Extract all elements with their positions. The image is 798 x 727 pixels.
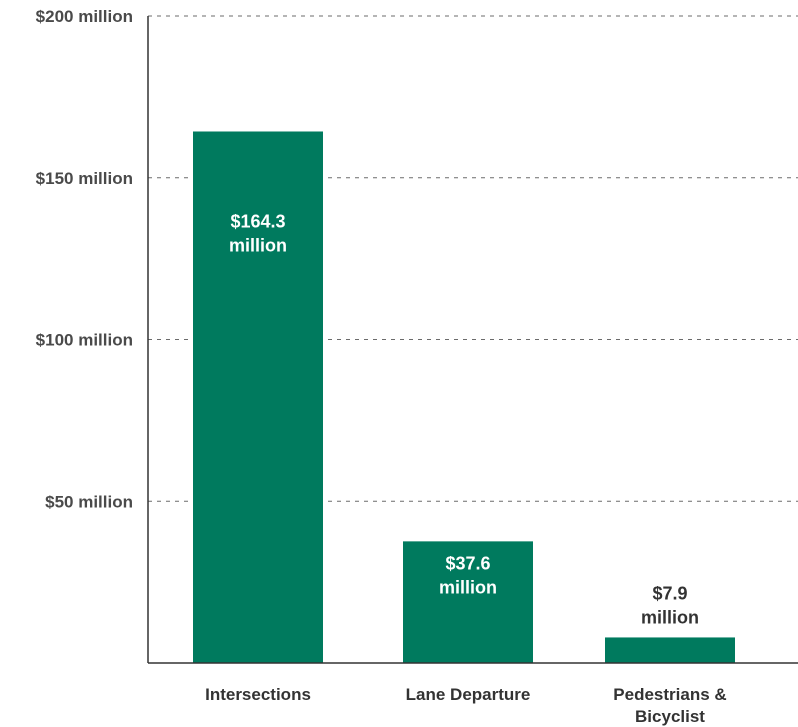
bar-value-label: $7.9 — [652, 583, 687, 603]
bar-3 — [605, 637, 735, 663]
bar-value-label: million — [439, 577, 497, 597]
y-tick-label: $50 million — [45, 492, 133, 511]
x-axis-labels: Intersections Lane Departure Pedestrians &… — [205, 685, 727, 726]
bar-2 — [403, 541, 533, 663]
y-tick-label: $150 million — [36, 169, 133, 188]
category-label: Intersections — [205, 685, 311, 704]
bar-value-label: $37.6 — [445, 553, 490, 573]
bar-value-label: million — [229, 235, 287, 255]
category-label: Lane Departure — [406, 685, 531, 704]
bar-value-label: million — [641, 607, 699, 627]
y-axis-ticks: $50 million $100 million $150 million $200 … — [36, 7, 133, 511]
bar-value-label: $164.3 — [230, 211, 285, 231]
category-label: Pedestrians & — [613, 685, 726, 704]
y-tick-label: $100 million — [36, 331, 133, 350]
y-tick-label: $200 million — [36, 7, 133, 26]
bar-1 — [193, 131, 323, 663]
bars — [193, 131, 735, 663]
value-labels: $164.3 million $37.6 million $7.9 million — [229, 211, 699, 627]
category-label: Bicyclist — [635, 707, 705, 726]
